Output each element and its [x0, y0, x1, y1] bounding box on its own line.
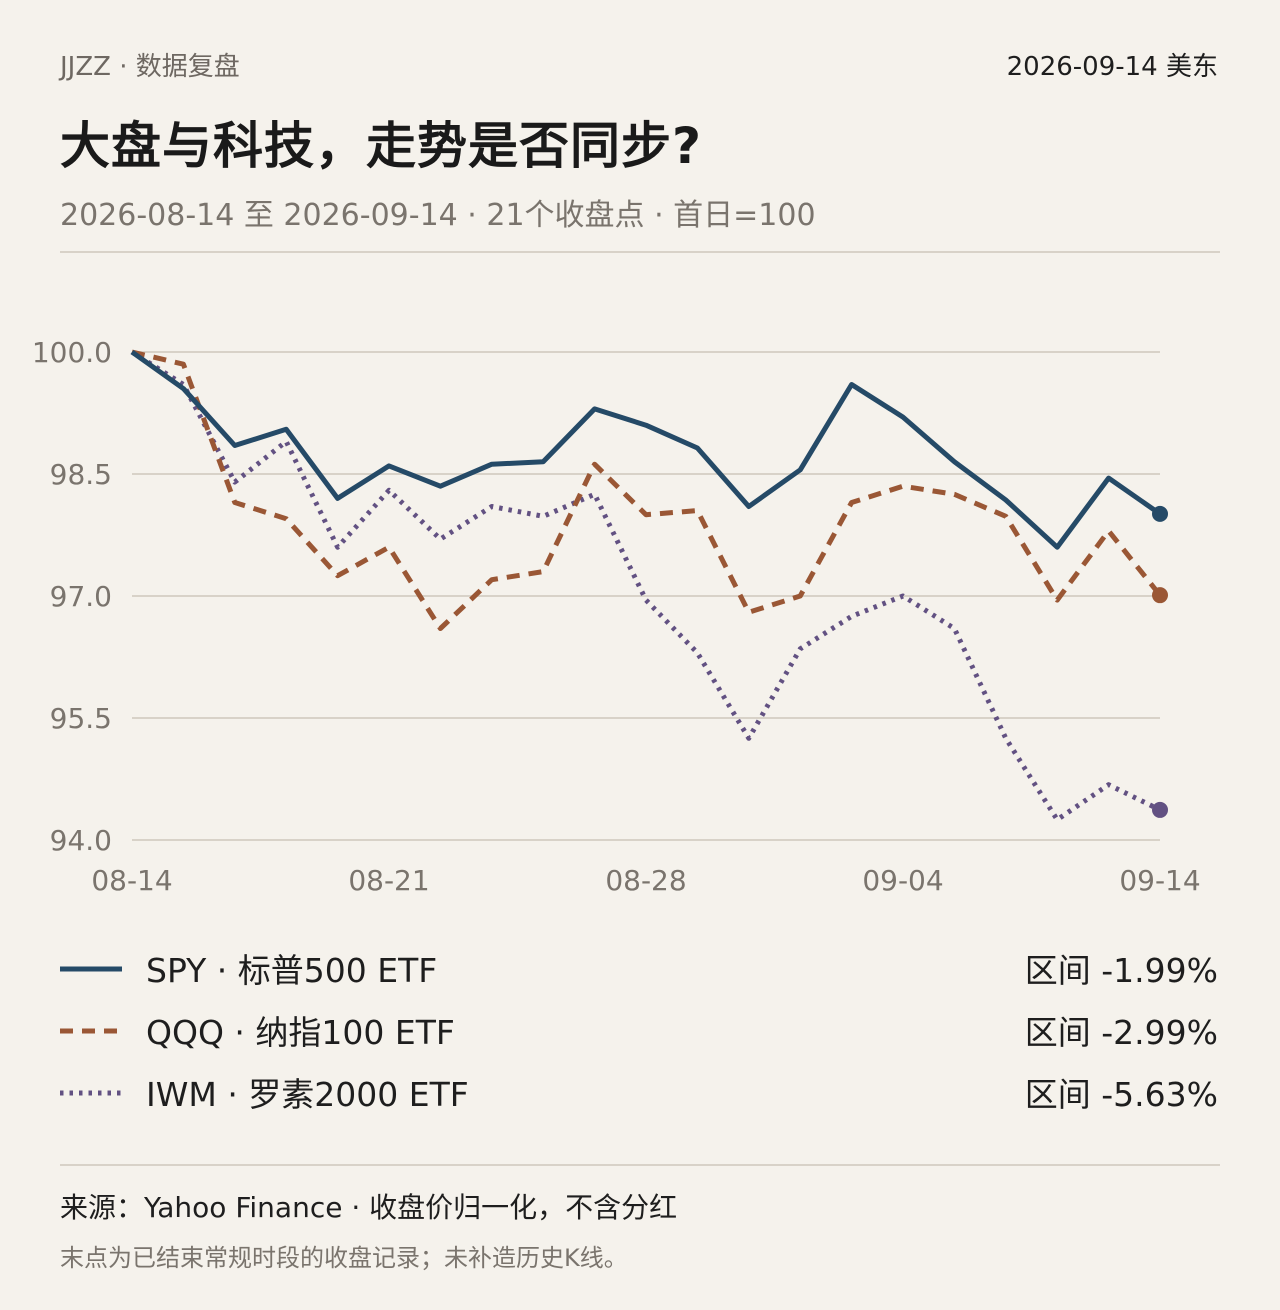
legend: SPY · 标普500 ETF 区间 -1.99% QQQ · 纳指100 ET…: [60, 940, 1218, 1126]
x-tick-label: 08-28: [605, 864, 686, 897]
series-layer: [130, 349, 1168, 823]
brand-label: JJZZ · 数据复盘: [60, 52, 240, 82]
footnote: 末点为已结束常规时段的收盘记录；未补造历史K线。: [60, 1244, 628, 1272]
x-tick-label: 09-04: [862, 864, 943, 897]
legend-item-spy: SPY · 标普500 ETF 区间 -1.99%: [60, 940, 1218, 1002]
x-tick-label: 08-14: [91, 864, 172, 897]
report-date: 2026-09-14 美东: [1006, 52, 1218, 82]
legend-label-qqq: QQQ · 纳指100 ETF: [146, 1013, 455, 1052]
y-tick-label: 94.0: [50, 824, 112, 857]
y-tick-label: 95.5: [50, 702, 112, 735]
x-axis-ticks: 08-14 08-21 08-28 09-04 09-14: [91, 864, 1200, 897]
legend-change-spy: 区间 -1.99%: [1024, 951, 1218, 990]
endpoint-marker-iwm: [1152, 801, 1168, 818]
source-note: 来源：Yahoo Finance · 收盘价归一化，不含分红: [60, 1191, 678, 1224]
page-title: 大盘与科技，走势是否同步?: [60, 117, 703, 175]
series-line-spy: [130, 349, 1162, 550]
legend-swatch-qqq: [60, 1028, 122, 1034]
footer-divider: [60, 1164, 1220, 1166]
y-tick-label: 98.5: [50, 458, 112, 491]
y-axis-ticks: 100.0 98.5 97.0 95.5 94.0: [32, 336, 112, 857]
legend-item-qqq: QQQ · 纳指100 ETF 区间 -2.99%: [60, 1002, 1218, 1064]
series-line-iwm: [130, 349, 1162, 823]
legend-label-iwm: IWM · 罗素2000 ETF: [146, 1075, 469, 1114]
y-tick-label: 97.0: [50, 580, 112, 613]
legend-swatch-spy: [60, 966, 122, 972]
endpoint-marker-spy: [1152, 505, 1168, 522]
endpoint-marker-qqq: [1152, 587, 1168, 604]
page-subtitle: 2026-08-14 至 2026-09-14 · 21个收盘点 · 首日=10…: [60, 198, 816, 233]
grid-layer: [132, 351, 1160, 841]
line-chart: 100.0 98.5 97.0 95.5 94.0 08-14 08-21 08-28 09-…: [32, 336, 1201, 897]
legend-item-iwm: IWM · 罗素2000 ETF 区间 -5.63%: [60, 1064, 1218, 1126]
header-divider: [60, 251, 1220, 253]
series-line-qqq: [131, 349, 1162, 631]
legend-label-spy: SPY · 标普500 ETF: [146, 951, 438, 990]
x-tick-label: 08-21: [348, 864, 429, 897]
legend-change-qqq: 区间 -2.99%: [1024, 1013, 1218, 1052]
legend-swatch-iwm: [60, 1090, 122, 1096]
y-tick-label: 100.0: [32, 336, 112, 369]
legend-change-iwm: 区间 -5.63%: [1024, 1075, 1218, 1114]
x-tick-label: 09-14: [1119, 864, 1200, 897]
